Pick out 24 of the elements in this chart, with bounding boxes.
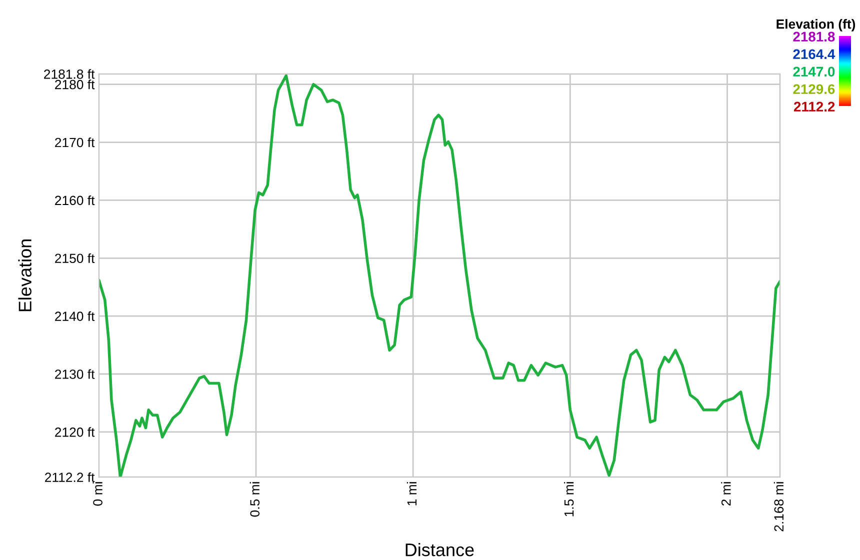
x-tick-label: 1.5 mi	[564, 482, 574, 516]
color-bar-label: 2181.8	[793, 32, 835, 42]
color-bar-title: Elevation (ft)	[776, 19, 856, 32]
y-tick-label: 2120 ft	[55, 427, 95, 437]
color-bar-label: 2147.0	[793, 66, 835, 77]
y-tick-label: 2150 ft	[55, 253, 95, 264]
x-tick-label: 2.168 mi	[774, 482, 784, 532]
x-tick-label: 1 mi	[406, 482, 416, 506]
y-tick-label: 2160 ft	[55, 195, 95, 206]
y-tick-label: 2130 ft	[55, 369, 95, 379]
x-tick-label: 0 mi	[92, 482, 102, 506]
y-axis-title: Elevation	[18, 240, 32, 312]
y-tick-label: 2140 ft	[55, 311, 95, 321]
y-tick-label: 2180 ft	[55, 80, 95, 90]
y-tick-label: 2112.2 ft	[45, 472, 95, 482]
y-tick-label: 2170 ft	[55, 138, 95, 148]
x-axis-title: Distance	[406, 543, 474, 556]
color-bar-label: 2164.4	[793, 49, 836, 60]
line-series	[98, 74, 780, 478]
x-tick-label: 0.5 mi	[250, 482, 260, 517]
y-tick-label: 2181.8 ft	[44, 69, 95, 79]
color-bar-label: 2112.2	[794, 102, 835, 112]
x-tick-label: 2 mi	[721, 482, 731, 506]
color-bar-label: 2129.6	[793, 84, 835, 94]
